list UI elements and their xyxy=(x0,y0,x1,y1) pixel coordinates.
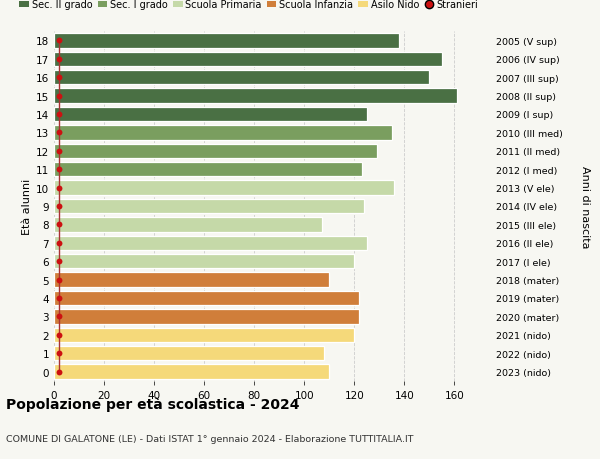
Point xyxy=(54,221,64,229)
Text: COMUNE DI GALATONE (LE) - Dati ISTAT 1° gennaio 2024 - Elaborazione TUTTITALIA.I: COMUNE DI GALATONE (LE) - Dati ISTAT 1° … xyxy=(6,434,413,443)
Point xyxy=(54,148,64,155)
Point xyxy=(54,185,64,192)
Bar xyxy=(54,34,400,49)
Point xyxy=(54,203,64,210)
Bar xyxy=(54,218,322,232)
Point xyxy=(54,313,64,320)
Bar xyxy=(54,107,367,122)
Bar xyxy=(54,52,442,67)
Bar xyxy=(54,144,377,159)
Point xyxy=(54,350,64,357)
Bar xyxy=(54,309,359,324)
Bar xyxy=(54,291,359,306)
Point xyxy=(54,295,64,302)
Point xyxy=(54,38,64,45)
Bar xyxy=(54,364,329,379)
Bar xyxy=(54,328,355,342)
Point xyxy=(54,331,64,339)
Bar xyxy=(54,126,392,140)
Y-axis label: Anni di nascita: Anni di nascita xyxy=(580,165,590,248)
Point xyxy=(54,166,64,174)
Bar xyxy=(54,273,329,287)
Point xyxy=(54,258,64,265)
Point xyxy=(54,111,64,118)
Point xyxy=(54,74,64,82)
Legend: Sec. II grado, Sec. I grado, Scuola Primaria, Scuola Infanzia, Asilo Nido, Stran: Sec. II grado, Sec. I grado, Scuola Prim… xyxy=(19,0,478,11)
Point xyxy=(54,276,64,284)
Text: Popolazione per età scolastica - 2024: Popolazione per età scolastica - 2024 xyxy=(6,397,299,412)
Bar xyxy=(54,236,367,251)
Point xyxy=(54,129,64,137)
Y-axis label: Età alunni: Età alunni xyxy=(22,179,32,235)
Point xyxy=(54,56,64,63)
Bar xyxy=(54,162,362,177)
Bar xyxy=(54,89,457,104)
Point xyxy=(54,240,64,247)
Bar xyxy=(54,71,430,85)
Point xyxy=(54,368,64,375)
Bar xyxy=(54,199,364,214)
Bar xyxy=(54,346,325,361)
Bar xyxy=(54,254,355,269)
Point xyxy=(54,93,64,100)
Bar xyxy=(54,181,394,196)
